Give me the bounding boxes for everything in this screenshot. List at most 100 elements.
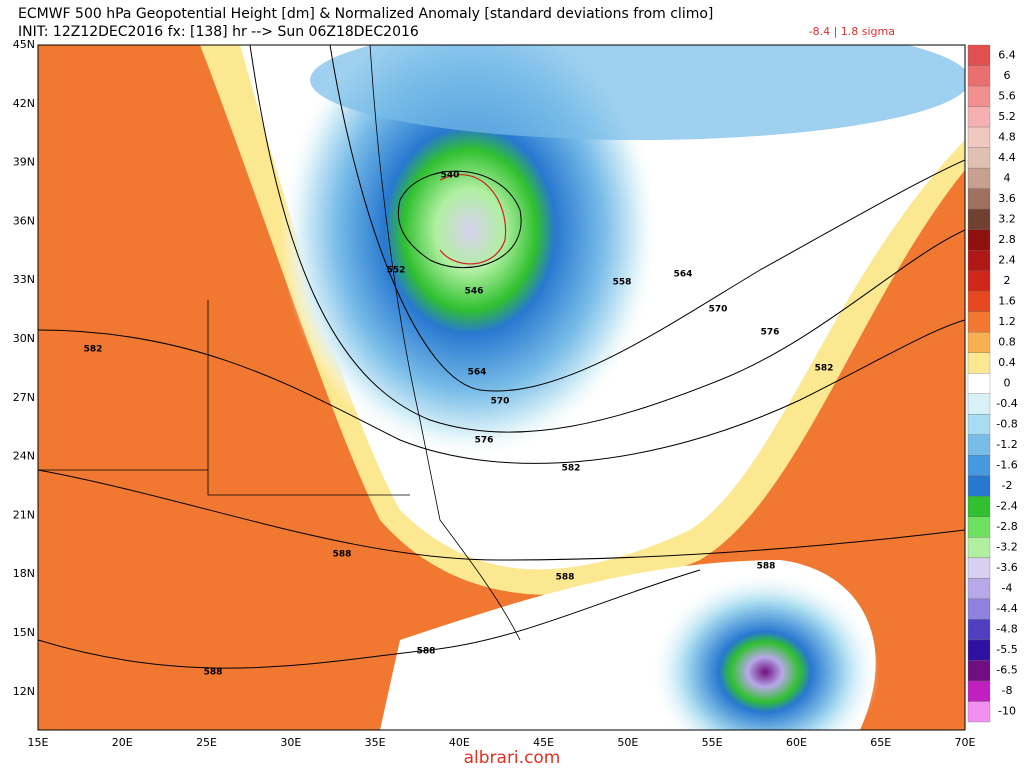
lat-label: 12N: [13, 685, 35, 698]
contour-label: 564: [674, 270, 693, 280]
lat-label: 36N: [13, 214, 35, 227]
colorbar-swatch: [967, 311, 991, 333]
colorbar-label: -0.8: [996, 418, 1017, 431]
lat-label: 45N: [13, 38, 35, 51]
colorbar-swatch: [967, 291, 991, 312]
colorbar-label: -1.2: [996, 438, 1017, 451]
colorbar-label: 2.4: [998, 253, 1016, 266]
colorbar-swatch: [967, 270, 991, 292]
contour-label: 588: [417, 647, 436, 657]
contour-label: 588: [556, 573, 575, 583]
contour-label: 582: [84, 345, 103, 355]
contour-label: 576: [475, 436, 494, 446]
colorbar-swatch: [967, 598, 991, 620]
watermark: albrari.com: [464, 748, 561, 768]
lon-label: 60E: [786, 736, 807, 749]
colorbar-label: -0.4: [996, 397, 1017, 410]
lon-label: 65E: [870, 736, 891, 749]
lat-label: 42N: [13, 97, 35, 110]
contour-label: 546: [465, 287, 484, 297]
colorbar-swatch: [967, 85, 991, 107]
colorbar-swatch: [967, 475, 991, 497]
contour-label: 582: [815, 364, 834, 374]
lon-label: 20E: [112, 736, 133, 749]
colorbar-swatch: [967, 434, 991, 456]
colorbar-label: 2.8: [998, 233, 1016, 246]
contour-label: 588: [333, 550, 352, 560]
contour-label: 570: [709, 305, 728, 315]
colorbar-swatch: [967, 639, 991, 661]
contour-label: 570: [491, 397, 510, 407]
colorbar-swatch: [967, 578, 991, 600]
title: ECMWF 500 hPa Geopotential Height [dm] &…: [18, 6, 713, 22]
lon-label: 40E: [449, 736, 470, 749]
lon-label: 55E: [702, 736, 723, 749]
lat-label: 18N: [13, 567, 35, 580]
contour-label: 588: [757, 562, 776, 572]
lon-label: 35E: [365, 736, 386, 749]
colorbar-swatch: [967, 660, 991, 682]
colorbar-swatch: [967, 680, 991, 702]
contour-label: 576: [761, 328, 780, 338]
lon-label: 15E: [28, 736, 49, 749]
colorbar-label: 5.2: [998, 110, 1016, 123]
map-field: [38, 45, 965, 730]
colorbar-label: 5.6: [998, 89, 1016, 102]
colorbar-label: -5.5: [996, 643, 1017, 656]
colorbar-label: -3.2: [996, 541, 1017, 554]
colorbar-swatch: [967, 393, 991, 415]
colorbar-label: 0.4: [998, 356, 1016, 369]
colorbar-swatch: [967, 208, 991, 230]
lon-label: 25E: [196, 736, 217, 749]
colorbar-label: 6.4: [998, 48, 1016, 61]
contour-label: 540: [441, 171, 460, 181]
lat-label: 27N: [13, 391, 35, 404]
colorbar-swatch: [967, 44, 991, 66]
lat-label: 21N: [13, 508, 35, 521]
colorbar-swatch: [967, 701, 991, 723]
colorbar-swatch: [967, 167, 991, 189]
colorbar-swatch: [967, 188, 991, 210]
colorbar-swatch: [967, 619, 991, 641]
colorbar-swatch: [967, 250, 991, 271]
colorbar-label: -4: [1002, 582, 1013, 595]
colorbar-label: -1.6: [996, 459, 1017, 472]
colorbar-label: 3.2: [998, 212, 1016, 225]
colorbar-swatch: [967, 455, 991, 476]
colorbar-swatch: [967, 65, 991, 87]
colorbar-label: 1.6: [998, 294, 1016, 307]
colorbar-label: 4: [1004, 171, 1011, 184]
colorbar-swatch: [967, 516, 991, 538]
contour-label: 588: [204, 668, 223, 678]
colorbar-label: -6.5: [996, 664, 1017, 677]
colorbar-swatch: [967, 496, 991, 517]
colorbar-label: 6: [1004, 69, 1011, 82]
lat-label: 30N: [13, 332, 35, 345]
colorbar-swatch: [967, 414, 991, 435]
colorbar-swatch: [967, 106, 991, 128]
lat-label: 33N: [13, 273, 35, 286]
colorbar-swatch: [967, 537, 991, 559]
colorbar-swatch: [967, 126, 991, 148]
colorbar-label: -4.4: [996, 602, 1017, 615]
lon-label: 50E: [617, 736, 638, 749]
colorbar-label: 2: [1004, 274, 1011, 287]
init-line: INIT: 12Z12DEC2016 fx: [138] hr --> Sun …: [18, 24, 419, 40]
colorbar-swatch: [967, 352, 991, 374]
colorbar-label: -4.8: [996, 623, 1017, 636]
colorbar-label: 4.8: [998, 130, 1016, 143]
colorbar-label: 4.4: [998, 151, 1016, 164]
sigma-annotation: -8.4 | 1.8 sigma: [809, 25, 895, 38]
map-frame: [37, 44, 966, 731]
colorbar-label: -3.6: [996, 561, 1017, 574]
colorbar-swatch: [967, 147, 991, 169]
contour-label: 564: [468, 368, 487, 378]
contour-label: 582: [562, 464, 581, 474]
contour-label: 552: [387, 266, 406, 276]
lat-label: 39N: [13, 156, 35, 169]
colorbar-swatch: [967, 332, 991, 353]
colorbar-label: 0.8: [998, 335, 1016, 348]
lon-label: 70E: [954, 736, 975, 749]
colorbar-label: -2.8: [996, 520, 1017, 533]
